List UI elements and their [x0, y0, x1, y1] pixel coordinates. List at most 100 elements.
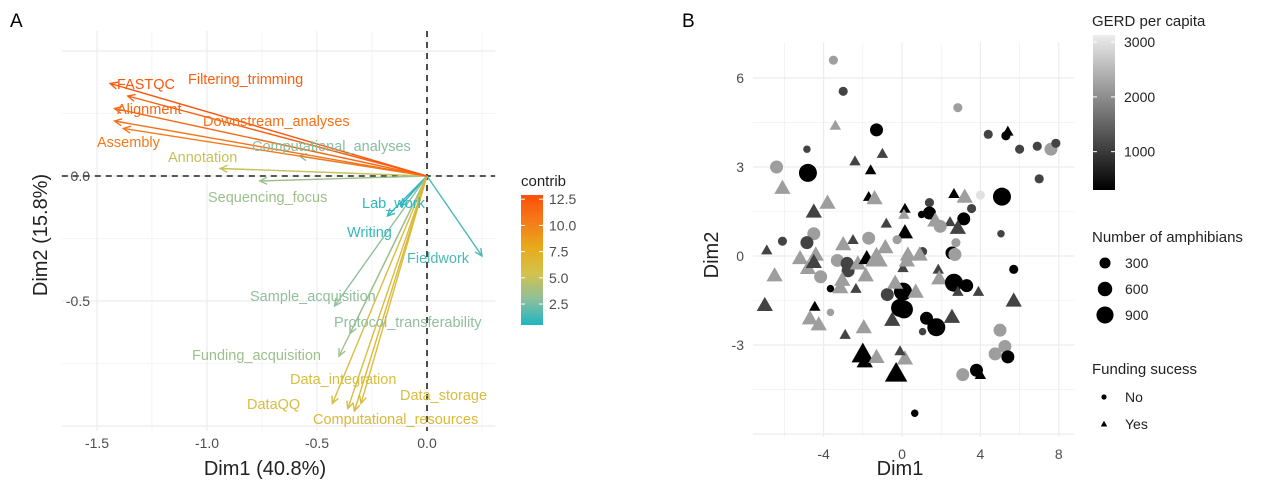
arrow-alignment — [114, 107, 428, 177]
point-triangle — [801, 310, 819, 325]
point-circle — [988, 347, 1002, 361]
point-triangle — [948, 187, 960, 198]
arrow-writing — [386, 175, 428, 217]
variable-label: Assembly — [97, 135, 161, 151]
point-circle — [953, 103, 963, 113]
point-triangle — [851, 342, 875, 363]
point-triangle — [1002, 125, 1014, 136]
y-tick-label: -3 — [732, 337, 745, 353]
point-circle — [1051, 138, 1061, 148]
point-triangle — [766, 267, 783, 282]
point-circle — [944, 273, 963, 292]
arrowhead — [113, 105, 123, 114]
point-triangle — [876, 147, 889, 158]
variable-label: DataQQ — [247, 397, 300, 413]
point-circle — [892, 235, 902, 245]
arrowhead — [333, 297, 342, 308]
point-circle — [838, 86, 848, 96]
arrowhead — [126, 93, 136, 102]
point-triangle — [807, 246, 824, 261]
arrow-data_integration — [347, 175, 428, 409]
point-triangle — [839, 328, 851, 339]
point-triangle — [894, 345, 906, 356]
contrib-tick-label: 7.5 — [549, 244, 569, 260]
arrowhead — [474, 247, 483, 258]
variable-label: Sample_acquisition — [250, 289, 376, 305]
panel-a-biplot: Lab_work Writing Fieldwork Computational_an… — [30, 31, 576, 480]
variable-label: Writing — [347, 225, 392, 241]
arrowhead — [113, 118, 123, 127]
panel-b-x-axis-title: Dim1 — [877, 458, 924, 480]
shape-legend-key — [1100, 420, 1108, 427]
point-triangle — [943, 308, 961, 323]
point-triangle — [877, 238, 894, 254]
point-triangle — [805, 253, 822, 269]
point-circle — [967, 203, 977, 214]
point-triangle — [866, 190, 883, 205]
arrowhead — [258, 176, 268, 185]
size-legend-label: 600 — [1125, 281, 1149, 297]
arrowhead — [108, 81, 119, 90]
size-legend-key — [1096, 306, 1114, 324]
shape-legend-label: No — [1125, 389, 1143, 405]
point-circle — [957, 212, 971, 226]
x-tick-label: -4 — [817, 446, 830, 462]
y-tick-label: 6 — [736, 70, 744, 86]
point-triangle — [829, 119, 842, 130]
point-triangle — [1005, 292, 1022, 307]
point-circle — [798, 163, 817, 182]
point-circle — [807, 227, 821, 241]
point-circle — [803, 145, 811, 153]
point-triangle — [899, 246, 917, 261]
panel-b-label: B — [682, 11, 695, 32]
point-circle — [826, 284, 835, 293]
size-legend-label: 300 — [1125, 255, 1149, 271]
point-triangle — [887, 274, 904, 289]
point-circle — [880, 288, 894, 302]
point-triangle — [791, 249, 809, 265]
arrowhead — [121, 125, 132, 134]
point-triangle — [849, 255, 867, 270]
point-circle — [891, 298, 910, 317]
panel-a-variable-labels: Lab_work Writing Fieldwork Computational_an… — [97, 72, 487, 428]
x-tick-label: 4 — [977, 446, 985, 462]
contrib-tick-label: 12.5 — [549, 191, 576, 207]
point-circle — [800, 236, 814, 250]
panel-b-legends: GERD per capita Number of amphibians Fun… — [1092, 13, 1243, 432]
point-circle — [828, 55, 838, 65]
arrow-dataqq — [331, 175, 428, 404]
point-triangle — [805, 203, 822, 218]
point-triangle — [972, 285, 985, 296]
point-triangle — [896, 224, 914, 239]
point-triangle — [931, 270, 948, 285]
gerd-tick-label: 2000 — [1124, 89, 1155, 105]
point-circle — [826, 308, 835, 317]
y-tick-label: -0.5 — [66, 293, 90, 309]
variable-label: Downstream_analyses — [203, 114, 350, 130]
variable-label: Filtering_trimming — [188, 72, 303, 88]
gerd-colorbar — [1093, 35, 1115, 190]
point-triangle — [949, 219, 966, 234]
variable-label: Fieldwork — [407, 251, 470, 267]
y-tick-label: 0.0 — [71, 168, 91, 184]
gerd-tick-label: 3000 — [1124, 34, 1155, 50]
variable-label: Alignment — [117, 102, 181, 118]
arrow-assembly — [123, 127, 428, 177]
point-circle — [948, 248, 962, 262]
contrib-colorbar — [521, 195, 543, 325]
point-triangle — [865, 246, 888, 267]
point-triangle — [857, 267, 874, 282]
panel-a-arrows — [108, 81, 483, 413]
point-triangle — [835, 236, 852, 251]
size-legend-key — [1099, 257, 1111, 269]
point-triangle — [810, 316, 827, 331]
y-tick-label: 3 — [736, 159, 744, 175]
arrowhead — [346, 400, 354, 411]
point-circle — [814, 270, 828, 284]
point-triangle — [756, 296, 773, 312]
point-triangle — [911, 246, 928, 261]
variable-label: Computational_analyses — [252, 139, 411, 155]
point-triangle — [974, 368, 987, 379]
shape-legend-label: Yes — [1125, 416, 1148, 432]
